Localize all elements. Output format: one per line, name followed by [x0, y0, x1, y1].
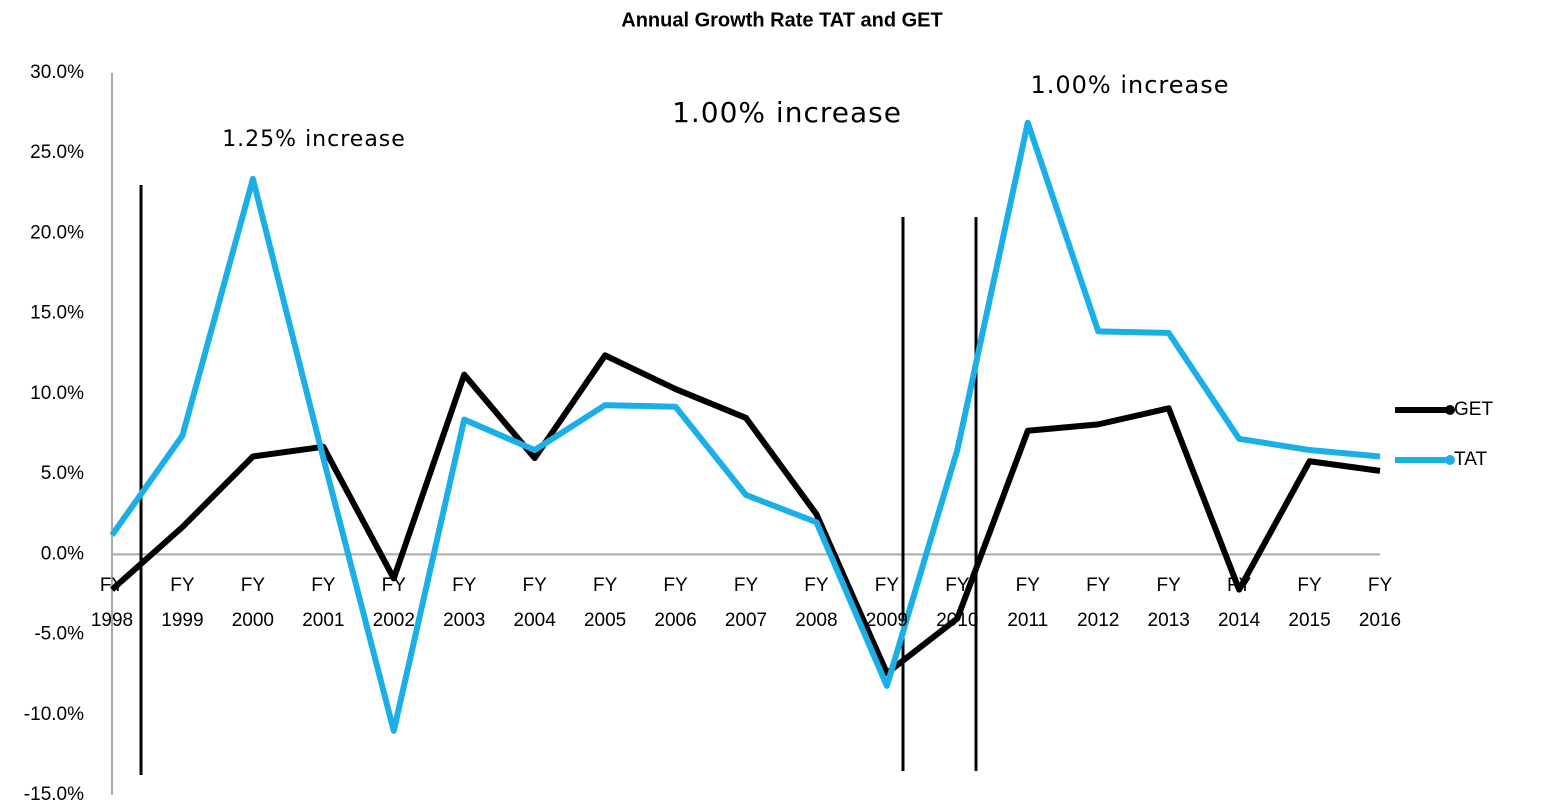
chart-title: Annual Growth Rate TAT and GET [621, 9, 942, 31]
legend-label: TAT [1454, 449, 1487, 470]
x-tick-label: FY 2012 [1077, 575, 1120, 631]
y-tick-label: 5.0% [41, 463, 84, 484]
x-tick-label: FY 2016 [1358, 575, 1402, 631]
y-tick-label: -5.0% [34, 624, 84, 645]
x-tick-label: FY 1999 [161, 575, 204, 631]
y-tick-label: -10.0% [24, 704, 84, 725]
legend-swatch [1445, 455, 1455, 465]
y-tick-label: 10.0% [30, 383, 84, 404]
x-tick-label: FY 2005 [583, 575, 627, 631]
annotation: 1.00% increase [672, 96, 902, 129]
y-tick-label: 25.0% [30, 142, 84, 163]
x-tick-label: FY 2014 [1217, 575, 1261, 631]
annotation: 1.00% increase [1030, 71, 1229, 99]
legend-label: GET [1454, 399, 1493, 420]
y-tick-label: 15.0% [30, 303, 84, 324]
x-tick-label: FY 2004 [513, 575, 556, 631]
y-tick-label: -15.0% [24, 784, 84, 805]
x-tick-label: FY 2001 [302, 575, 345, 631]
x-tick-label: FY 2009 [865, 575, 909, 631]
x-tick-label: FY 2013 [1147, 575, 1190, 631]
y-tick-label: 30.0% [30, 62, 84, 83]
annotation: 1.25% increase [222, 127, 406, 152]
legend-swatch [1445, 405, 1455, 415]
x-tick-label: FY 2000 [231, 575, 275, 631]
y-tick-label: 20.0% [30, 222, 84, 243]
series-line [109, 119, 1381, 734]
x-tick-label: FY 2007 [724, 575, 768, 631]
x-tick-label: FY 2003 [443, 575, 486, 631]
x-tick-label: FY 1998 [90, 575, 134, 631]
x-tick-label: FY 2006 [654, 575, 697, 631]
x-tick-label: FY 2011 [1007, 575, 1049, 631]
x-tick-label: FY 2010 [936, 575, 979, 631]
y-tick-label: 0.0% [41, 543, 84, 564]
x-tick-label: FY 2002 [372, 575, 415, 631]
x-tick-label: FY 2015 [1288, 575, 1331, 631]
x-tick-label: FY 2008 [795, 575, 838, 631]
